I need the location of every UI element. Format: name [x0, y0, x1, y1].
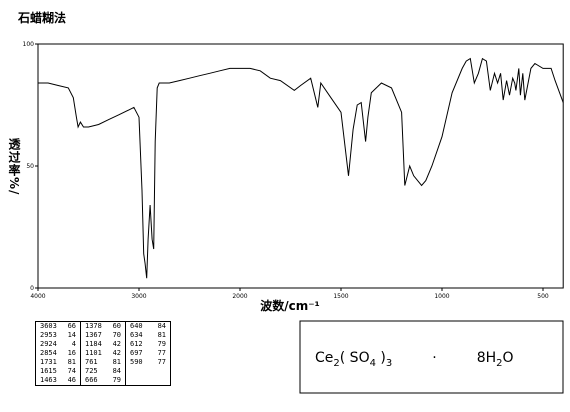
- transmittance: 66: [67, 322, 76, 330]
- formula-part: O: [503, 350, 514, 366]
- chart-title: 石蜡糊法: [17, 10, 66, 25]
- table-row: 1731 81 761 81 590 77: [35, 358, 171, 367]
- y-tick-label: 100: [23, 41, 35, 48]
- formula-part: Ce: [315, 350, 333, 366]
- table-row: 3603 66 1378 60 640 84: [35, 321, 171, 331]
- table-cell: 640 84: [125, 321, 171, 331]
- wavenumber: 1731: [40, 358, 57, 366]
- formula-part: 3: [386, 358, 392, 369]
- transmittance: 14: [67, 331, 76, 339]
- transmittance: 46: [67, 376, 76, 384]
- transmittance: 84: [157, 322, 166, 330]
- table-cell: [125, 376, 171, 386]
- table-cell: 725 84: [80, 367, 126, 376]
- transmittance: 79: [157, 340, 166, 348]
- formula-part: 2: [333, 358, 339, 369]
- wavenumber: 1184: [85, 340, 102, 348]
- formula-part: ( SO: [340, 350, 370, 366]
- formula-part: 2: [496, 358, 502, 369]
- y-tick-label: 0: [30, 285, 34, 292]
- wavenumber: 3603: [40, 322, 57, 330]
- table-cell: 634 81: [125, 331, 171, 340]
- x-axis-label: 波数/cm⁻¹: [260, 298, 320, 313]
- table-cell: 1615 74: [35, 367, 81, 376]
- wavenumber: 1367: [85, 331, 102, 339]
- table-cell: 666 79: [80, 376, 126, 386]
- transmittance: 42: [112, 340, 121, 348]
- wavenumber: 612: [130, 340, 143, 348]
- transmittance: 81: [67, 358, 76, 366]
- wavenumber: 697: [130, 349, 143, 357]
- x-tick-label: 1500: [333, 293, 348, 300]
- transmittance: 84: [112, 367, 121, 375]
- x-tick-label: 500: [537, 293, 549, 300]
- wavenumber: 1615: [40, 367, 57, 375]
- table-cell: 612 79: [125, 340, 171, 349]
- table-cell: 1184 42: [80, 340, 126, 349]
- table-cell: 1367 70: [80, 331, 126, 340]
- transmittance: 79: [112, 376, 121, 384]
- table-cell: 1463 46: [35, 376, 81, 386]
- formula-part: ·: [432, 350, 436, 366]
- wavenumber: 2924: [40, 340, 57, 348]
- table-cell: 2924 4: [35, 340, 81, 349]
- plot-frame: [37, 43, 564, 289]
- transmittance: 74: [67, 367, 76, 375]
- wavenumber: 1463: [40, 376, 57, 384]
- wavenumber: 2953: [40, 331, 57, 339]
- transmittance: 81: [157, 331, 166, 339]
- formula-part: 8H: [477, 350, 496, 366]
- transmittance: 77: [157, 349, 166, 357]
- table-row: 2854 16 1101 42 697 77: [35, 349, 171, 358]
- x-tick-label: 3000: [131, 293, 146, 300]
- table-cell: 1731 81: [35, 358, 81, 367]
- transmittance: 60: [112, 322, 121, 330]
- table-cell: 590 77: [125, 358, 171, 367]
- table-row: 1463 46 666 79: [35, 376, 171, 386]
- table-cell: 2854 16: [35, 349, 81, 358]
- x-tick-label: 1000: [434, 293, 449, 300]
- transmittance: 4: [71, 340, 76, 348]
- wavenumber: 2854: [40, 349, 57, 357]
- table-row: 2924 4 1184 42 612 79: [35, 340, 171, 349]
- wavenumber: 1101: [85, 349, 102, 357]
- x-tick-label: 4000: [30, 293, 45, 300]
- wavenumber: 640: [130, 322, 143, 330]
- table-cell: 1101 42: [80, 349, 126, 358]
- table-cell: 697 77: [125, 349, 171, 358]
- wavenumber: 590: [130, 358, 143, 366]
- wavenumber: 666: [85, 376, 98, 384]
- table-cell: [125, 367, 171, 376]
- table-row: 1615 74 725 84: [35, 367, 171, 376]
- wavenumber: 725: [85, 367, 98, 375]
- spectrum-line: [38, 57, 564, 279]
- table-row: 2953 14 1367 70 634 81: [35, 331, 171, 340]
- formula: Ce2( SO4 )3 · 8H2O: [315, 350, 514, 369]
- wavenumber: 761: [85, 358, 98, 366]
- transmittance: 77: [157, 358, 166, 366]
- formula-part: ): [376, 350, 386, 366]
- transmittance: 81: [112, 358, 121, 366]
- formula-part: 4: [370, 358, 376, 369]
- peak-table: 3603 66 1378 60 640 84 2953 14 1367 70 634 81 2924 4 1…: [35, 321, 171, 386]
- table-cell: 3603 66: [35, 321, 81, 331]
- transmittance: 16: [67, 349, 76, 357]
- y-axis-label: 透过率%/: [7, 138, 21, 196]
- table-cell: 761 81: [80, 358, 126, 367]
- transmittance: 70: [112, 331, 121, 339]
- table-cell: 2953 14: [35, 331, 81, 340]
- formula-box: [299, 320, 564, 394]
- x-tick-label: 2000: [232, 293, 247, 300]
- wavenumber: 1378: [85, 322, 102, 330]
- y-tick-label: 50: [26, 163, 34, 170]
- transmittance: 42: [112, 349, 121, 357]
- table-cell: 1378 60: [80, 321, 126, 331]
- wavenumber: 634: [130, 331, 143, 339]
